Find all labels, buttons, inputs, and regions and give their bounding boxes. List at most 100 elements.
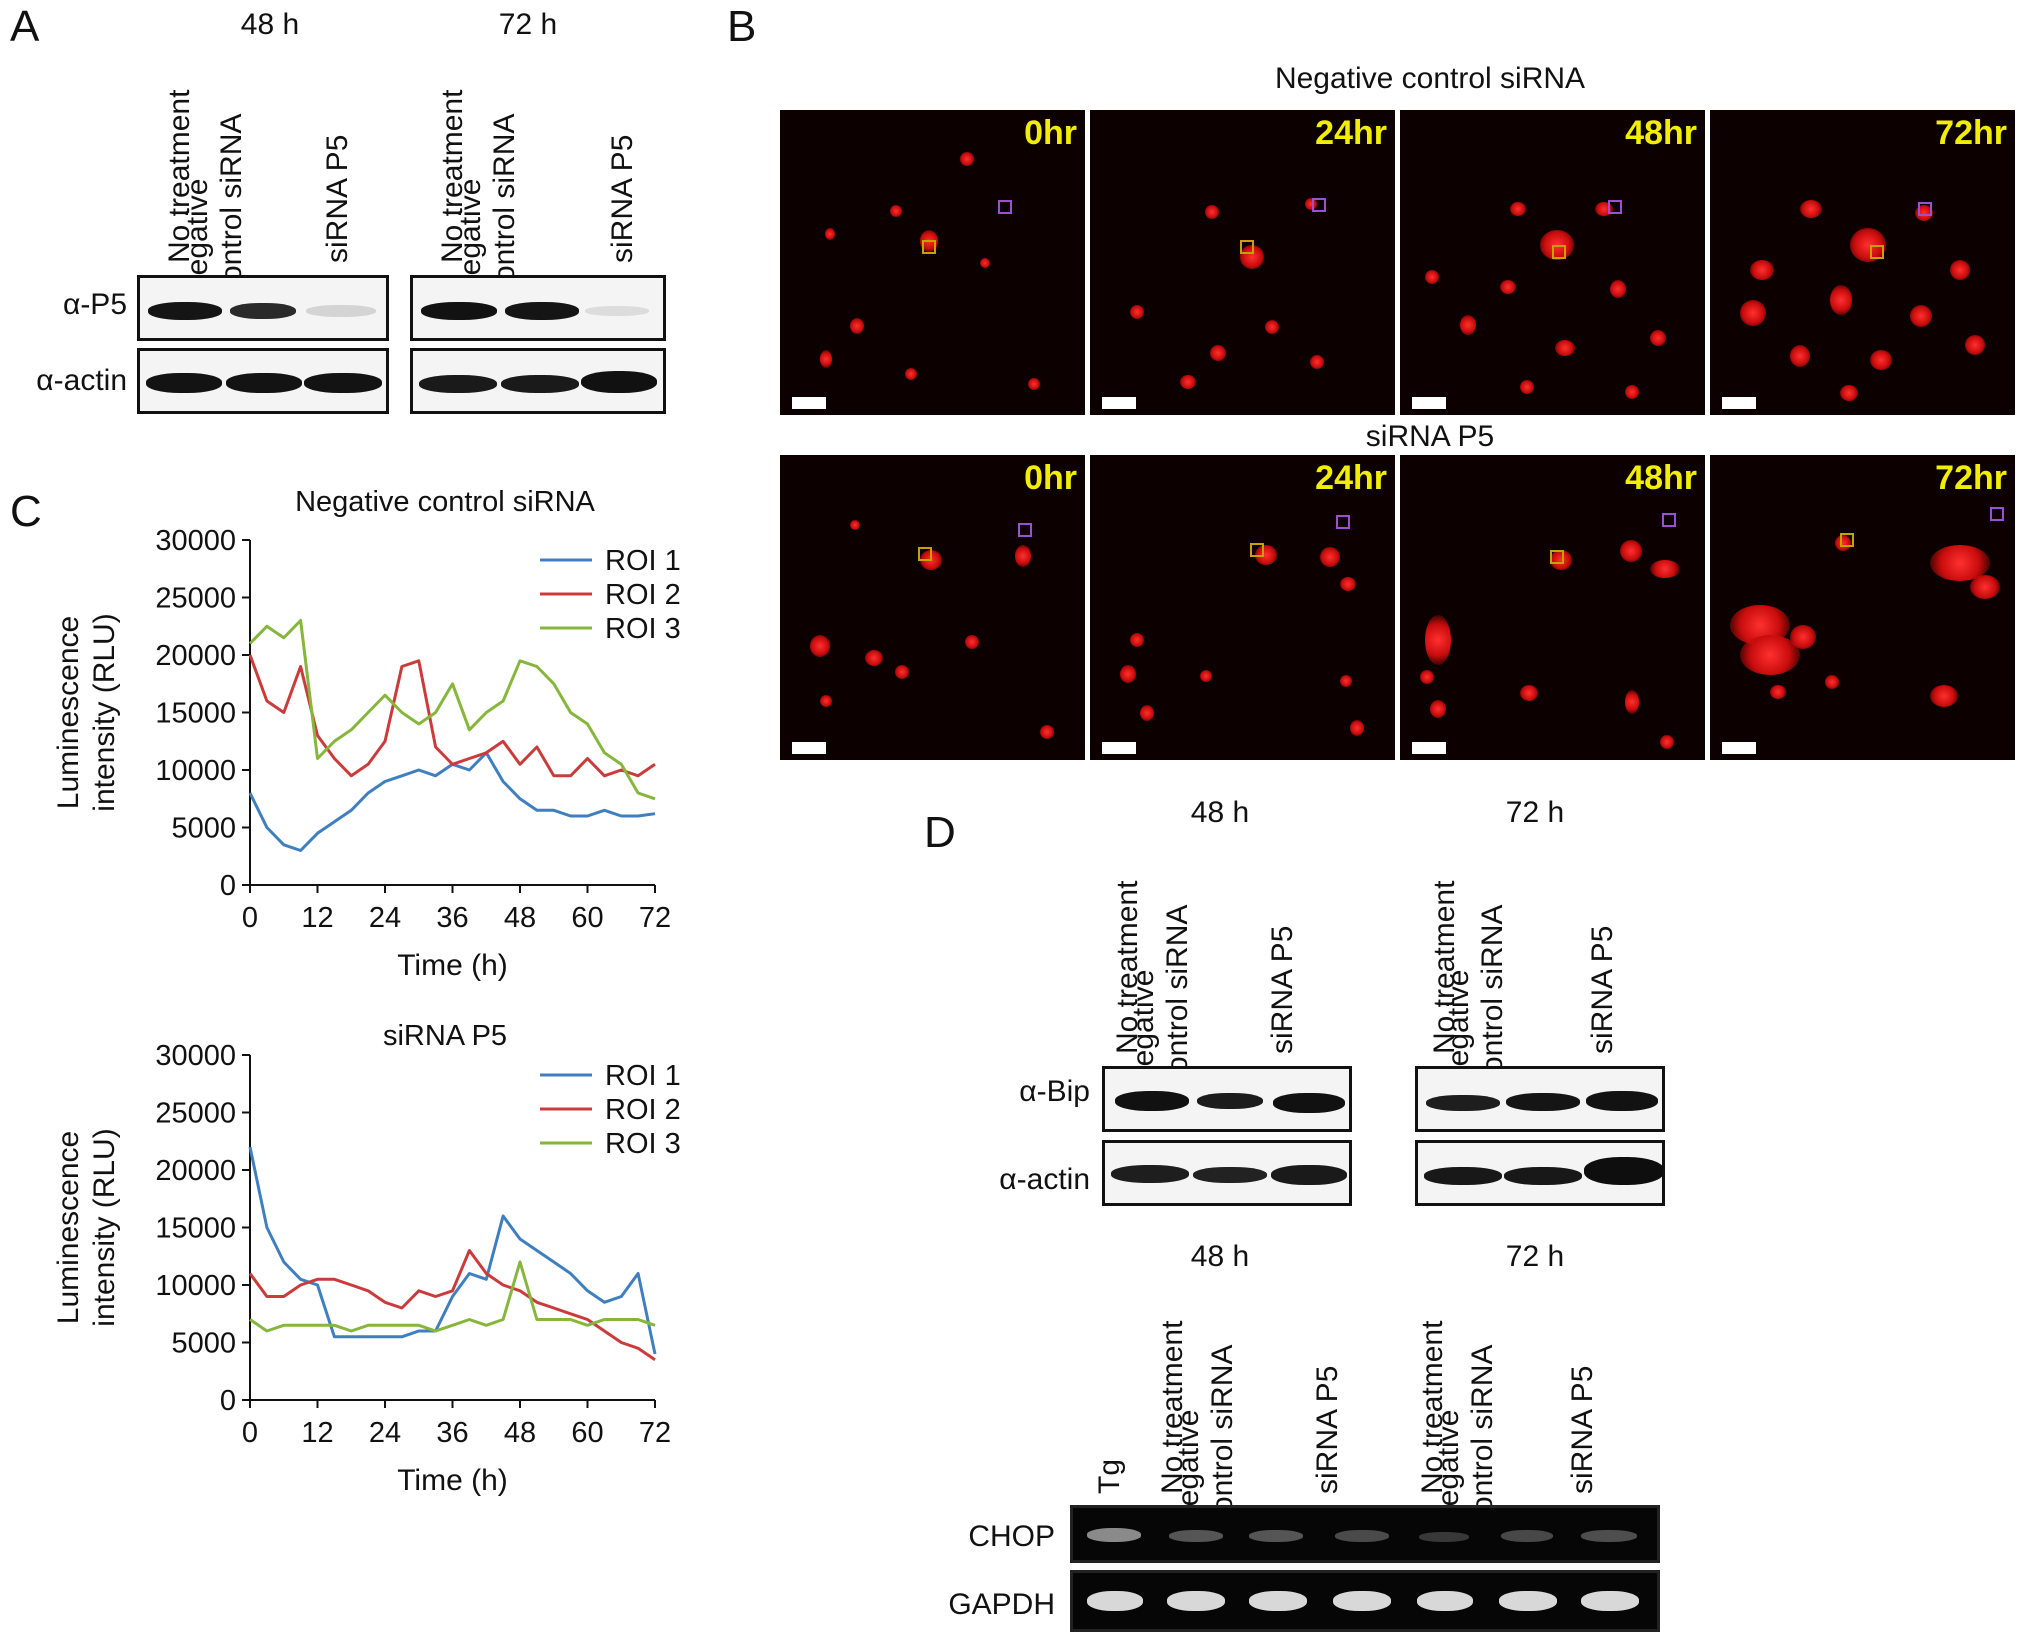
y-tick-label: 20000	[155, 1155, 236, 1187]
y-axis-label-line: intensity (RLU)	[88, 613, 121, 811]
panel-d-row-chop: CHOP	[968, 1520, 1055, 1553]
cell	[820, 350, 832, 368]
band	[146, 373, 222, 393]
band	[1333, 1591, 1391, 1611]
fluorescence-image-sirna-48hr: 48hr	[1400, 455, 1705, 760]
x-tick-label: 24	[369, 902, 401, 934]
legend-entry: ROI 1	[605, 545, 681, 577]
panel-d-time-72: 72 h	[1505, 796, 1565, 829]
cell	[1550, 550, 1572, 570]
band	[1273, 1093, 1345, 1113]
band	[1419, 1532, 1469, 1542]
cell	[1430, 700, 1446, 718]
cell	[1015, 545, 1031, 567]
cell	[960, 152, 974, 166]
cell	[1200, 670, 1212, 682]
legend-entry: ROI 1	[605, 1060, 681, 1092]
y-tick-label: 25000	[155, 583, 236, 615]
cell	[850, 520, 860, 530]
cell	[1500, 280, 1516, 294]
pcr-lane-label: Tg	[1093, 1458, 1126, 1494]
cell	[1130, 305, 1144, 319]
panel-label-d: D	[924, 808, 956, 857]
fluorescence-image-control-0hr: 0hr	[780, 110, 1085, 415]
cell	[1650, 330, 1666, 346]
roi-marker	[1018, 523, 1032, 537]
y-tick-label: 5000	[171, 1328, 236, 1360]
cell	[1340, 675, 1352, 687]
roi-marker	[1336, 515, 1350, 529]
y-axis-label-line: intensity (RLU)	[88, 1128, 121, 1326]
blot-bip-48h	[1102, 1066, 1352, 1132]
panel-label-c: C	[10, 487, 42, 536]
cell	[1130, 633, 1144, 647]
band	[505, 302, 579, 320]
cell	[905, 368, 917, 380]
cell	[1610, 280, 1626, 298]
panel-d-row-actin: α-actin	[999, 1163, 1090, 1196]
roi-marker	[1870, 245, 1884, 259]
x-tick-label: 48	[504, 902, 536, 934]
y-tick-label: 10000	[155, 1270, 236, 1302]
panel-a-lane-label: siRNA P5	[321, 134, 354, 263]
x-axis-label: Time (h)	[397, 1464, 508, 1497]
legend-entry: ROI 3	[605, 1128, 681, 1160]
cell	[1790, 345, 1810, 367]
band	[421, 302, 497, 320]
cell	[1210, 345, 1226, 361]
y-tick-label: 25000	[155, 1098, 236, 1130]
chart-2-title: siRNA P5	[382, 1020, 508, 1052]
cell	[1830, 285, 1852, 315]
band	[1504, 1167, 1582, 1185]
legend-entry: ROI 3	[605, 613, 681, 645]
timestamp-label: 48hr	[1625, 459, 1697, 497]
series-line-2	[248, 654, 656, 778]
band	[1584, 1157, 1662, 1185]
roi-marker	[998, 200, 1012, 214]
panel-d-lane-label: siRNA P5	[1586, 925, 1619, 1054]
panel-b-bottom-title: siRNA P5	[1365, 420, 1495, 453]
blot-actin-72h-d	[1415, 1140, 1665, 1206]
panel-b-top-title: Negative control siRNA	[1274, 62, 1586, 95]
cell	[1340, 577, 1356, 591]
cell	[1420, 670, 1434, 684]
roi-marker	[1552, 245, 1566, 259]
cell	[1930, 685, 1958, 707]
x-tick-label: 36	[436, 902, 468, 934]
cell	[1425, 615, 1451, 665]
cell	[1740, 635, 1800, 675]
panel-a-lane-label: Negative control siRNA	[454, 113, 521, 297]
panel-a-row-p5: α-P5	[62, 288, 127, 321]
cell	[1840, 385, 1858, 401]
band	[148, 302, 222, 320]
cell	[820, 695, 832, 707]
x-tick-label: 60	[571, 1417, 603, 1449]
cell	[1265, 320, 1279, 334]
timestamp-label: 0hr	[1024, 459, 1077, 497]
panel-d-lane-label: Negative control siRNA	[1127, 904, 1194, 1088]
panel-a-row-actin: α-actin	[36, 364, 127, 397]
cell	[1800, 200, 1822, 218]
band	[1249, 1530, 1303, 1542]
band	[1249, 1591, 1307, 1611]
band	[1169, 1530, 1223, 1542]
roi-marker	[1312, 198, 1326, 212]
x-tick-label: 12	[301, 1417, 333, 1449]
cell	[1625, 690, 1639, 714]
cell	[850, 318, 864, 334]
blot-p5-48h	[137, 275, 389, 341]
cell	[1910, 305, 1932, 327]
cell	[1825, 675, 1839, 689]
scale-bar	[1722, 742, 1756, 754]
cell	[1120, 665, 1136, 683]
cell	[1310, 355, 1324, 369]
panel-a-lane-label: Negative control siRNA	[181, 113, 248, 297]
cell	[1770, 685, 1786, 699]
roi-marker	[922, 240, 936, 254]
y-tick-label: 10000	[155, 755, 236, 787]
fluorescence-image-control-72hr: 72hr	[1710, 110, 2015, 415]
band	[1111, 1165, 1189, 1183]
pcr-lane-label: siRNA P5	[1311, 1365, 1344, 1494]
x-tick-label: 24	[369, 1417, 401, 1449]
pcr-lane-label: Negative control siRNA	[1432, 1344, 1499, 1528]
